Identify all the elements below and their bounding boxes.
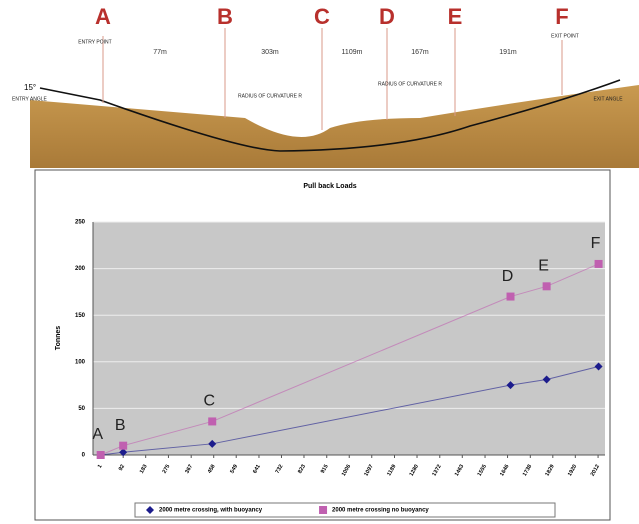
entry-point: ENTRY POINT — [78, 39, 111, 45]
data-point — [97, 451, 105, 459]
data-point — [543, 282, 551, 290]
entry-angle: ENTRY ANGLE — [12, 96, 47, 102]
plot-area — [93, 222, 605, 455]
point-annotation: B — [115, 417, 126, 434]
data-point — [507, 293, 515, 301]
segment-length: 167m — [411, 49, 429, 56]
point-label: B — [217, 4, 233, 29]
point-label: C — [314, 4, 330, 29]
data-point — [119, 442, 127, 450]
point-annotation: F — [591, 235, 601, 252]
entry-angle-value: 15° — [24, 83, 36, 92]
point-label: A — [95, 4, 111, 29]
point-label: F — [555, 4, 568, 29]
y-tick-label: 150 — [75, 313, 86, 319]
data-point — [208, 417, 216, 425]
segment-length: 303m — [261, 49, 279, 56]
y-tick-label: 200 — [75, 266, 86, 272]
legend-label: 2000 metre crossing no buoyancy — [332, 508, 429, 514]
segment-length: 191m — [499, 49, 517, 56]
profile-diagram: A B C D E F ENTRY POINT EXIT POINT 77m 3… — [12, 4, 639, 168]
ground — [30, 85, 639, 168]
point-annotation: A — [92, 426, 103, 443]
data-point — [595, 260, 603, 268]
point-annotation: C — [203, 393, 215, 410]
point-annotation: D — [502, 268, 514, 285]
segment-length: 1109m — [342, 49, 363, 56]
legend-label: 2000 metre crossing, with buoyancy — [159, 508, 263, 514]
y-tick-label: 250 — [75, 220, 86, 226]
y-axis-label: Tonnes — [55, 326, 62, 350]
exit-point: EXIT POINT — [551, 33, 579, 39]
chart-title: Pull back Loads — [303, 183, 356, 190]
point-label: D — [379, 4, 395, 29]
y-tick-label: 50 — [78, 406, 85, 412]
radius-label: RADIUS OF CURVATURE R — [238, 93, 302, 99]
point-annotation: E — [538, 258, 549, 275]
radius-label: RADIUS OF CURVATURE R — [378, 81, 442, 87]
y-tick-label: 100 — [75, 359, 86, 365]
figure: A B C D E F ENTRY POINT EXIT POINT 77m 3… — [0, 0, 639, 524]
legend-marker — [319, 506, 327, 514]
segment-length: 77m — [153, 49, 167, 56]
exit-angle: EXIT ANGLE — [593, 96, 623, 102]
point-label: E — [448, 4, 463, 29]
